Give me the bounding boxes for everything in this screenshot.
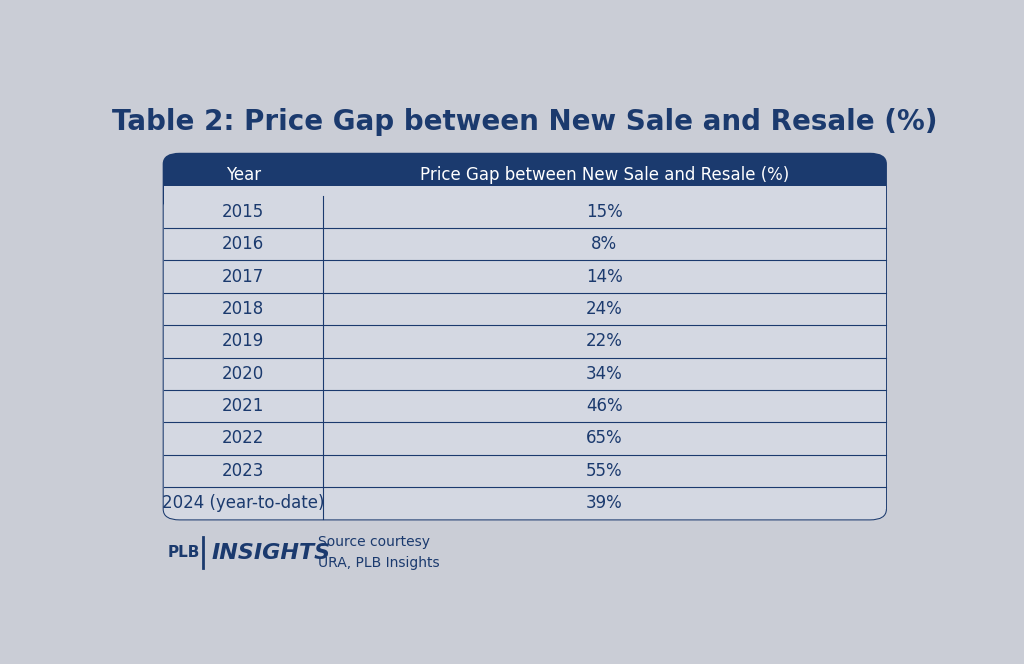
Text: 39%: 39% <box>586 494 623 512</box>
Text: 2018: 2018 <box>222 300 264 318</box>
Text: 2016: 2016 <box>222 235 264 253</box>
Text: 2019: 2019 <box>222 333 264 351</box>
Text: 2017: 2017 <box>222 268 264 286</box>
FancyBboxPatch shape <box>164 154 886 519</box>
Text: 2024 (year-to-date): 2024 (year-to-date) <box>162 494 325 512</box>
Text: 2022: 2022 <box>222 430 264 448</box>
Bar <box>164 196 886 509</box>
Text: 24%: 24% <box>586 300 623 318</box>
Text: 55%: 55% <box>586 462 623 480</box>
Text: INSIGHTS: INSIGHTS <box>211 542 331 562</box>
Text: Source courtesy
URA, PLB Insights: Source courtesy URA, PLB Insights <box>318 535 440 570</box>
Text: 14%: 14% <box>586 268 623 286</box>
Text: 34%: 34% <box>586 365 623 382</box>
Text: Year: Year <box>225 166 261 184</box>
Text: 2020: 2020 <box>222 365 264 382</box>
Text: 22%: 22% <box>586 333 623 351</box>
Text: PLB: PLB <box>168 545 200 560</box>
Text: 46%: 46% <box>586 397 623 415</box>
Bar <box>164 185 886 196</box>
FancyBboxPatch shape <box>164 154 886 196</box>
Text: 15%: 15% <box>586 203 623 221</box>
Text: 8%: 8% <box>591 235 617 253</box>
FancyBboxPatch shape <box>164 196 886 519</box>
Text: Price Gap between New Sale and Resale (%): Price Gap between New Sale and Resale (%… <box>420 166 788 184</box>
Text: 2021: 2021 <box>222 397 264 415</box>
Text: 65%: 65% <box>586 430 623 448</box>
Text: 2023: 2023 <box>222 462 264 480</box>
Text: Table 2: Price Gap between New Sale and Resale (%): Table 2: Price Gap between New Sale and … <box>112 108 938 136</box>
Text: 2015: 2015 <box>222 203 264 221</box>
